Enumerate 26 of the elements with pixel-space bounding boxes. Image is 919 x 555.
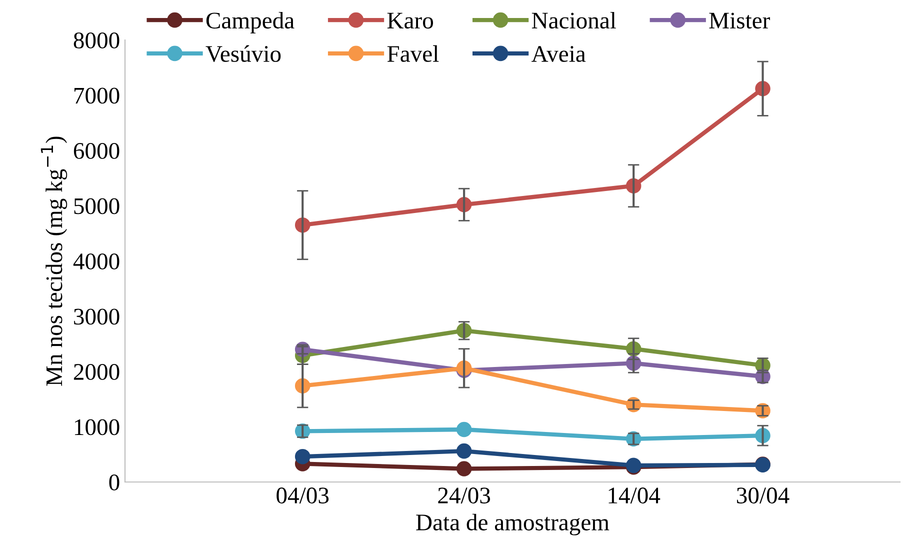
x-tick-label: 24/03 <box>438 488 490 504</box>
y-tick-label: 4000 <box>73 253 120 270</box>
point <box>456 461 472 476</box>
legend-label: Aveia <box>531 46 586 62</box>
x-tick-label: 30/04 <box>737 488 790 504</box>
x-tick-label: 04/03 <box>276 488 329 504</box>
legend-label: Mister <box>709 12 770 29</box>
y-axis-title: Mn nos tecidos (mg kg$^{−1}$) <box>40 136 68 386</box>
legend-label: Campeda <box>206 12 294 34</box>
point <box>294 448 310 464</box>
legend-label: Vesúvio <box>206 45 281 62</box>
point <box>456 422 472 438</box>
point <box>456 443 472 459</box>
legend-label: Karo <box>387 12 434 29</box>
x-axis-title: Data de amostragem <box>416 514 610 536</box>
legend-label: Nacional <box>532 12 616 29</box>
y-tick-label: 2000 <box>74 364 120 380</box>
legend-label: Favel <box>387 45 439 62</box>
y-tick-label: 5000 <box>74 198 120 214</box>
y-tick-label: 1000 <box>74 419 120 436</box>
y-tick-label: 3000 <box>74 308 120 325</box>
y-tick-label: 6000 <box>74 142 120 159</box>
x-tick-label: 14/04 <box>608 488 660 504</box>
y-tick-label: 0 <box>109 474 120 490</box>
y-tick-label: 8000 <box>74 32 120 48</box>
y-tick-label: 7000 <box>74 88 120 104</box>
